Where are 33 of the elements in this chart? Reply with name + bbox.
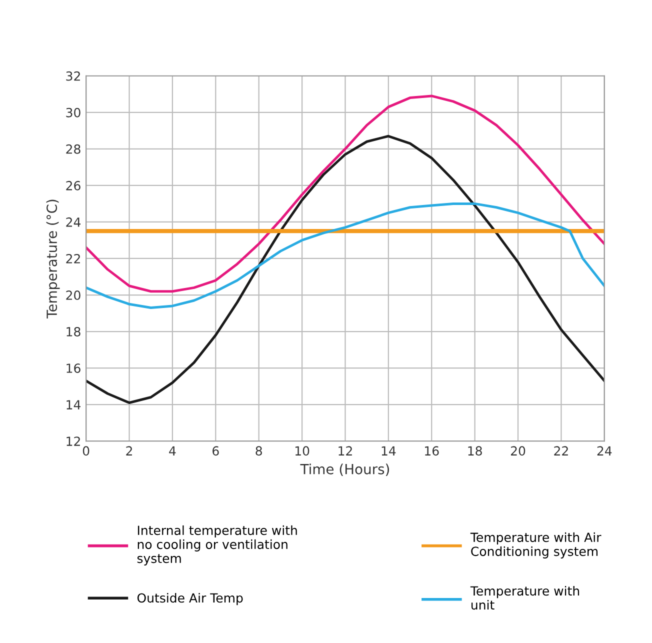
y-tick-label: 22 — [66, 254, 80, 264]
x-tick-label: 22 — [554, 446, 568, 456]
x-tick-label: 18 — [468, 446, 482, 456]
line-series — [86, 94, 604, 293]
y-tick-label: 18 — [66, 327, 80, 336]
legend-label: Temperature with unit — [470, 586, 580, 610]
y-tick-label: 12 — [66, 436, 80, 446]
legend-label: Internal temperature with no cooling or ventilation system — [137, 525, 297, 566]
x-tick-label: 14 — [382, 446, 396, 456]
x-axis-title: Time (Hours) — [300, 464, 390, 476]
x-tick-label: 20 — [510, 446, 526, 456]
x-tick-label: 2 — [126, 446, 132, 456]
legend-label: Temperature with Air Conditioning system — [470, 532, 602, 558]
y-tick-label: 26 — [66, 180, 80, 190]
x-tick-label: 8 — [256, 446, 262, 456]
x-tick-label: 0 — [82, 446, 90, 456]
line-series — [86, 134, 604, 404]
y-tick-label: 28 — [66, 144, 80, 154]
y-tick-label: 24 — [66, 217, 80, 227]
legend-label: Outside Air Temp — [137, 592, 243, 606]
y-tick-label: 32 — [66, 71, 80, 81]
y-tick-label: 16 — [66, 364, 80, 373]
y-tick-label: 14 — [66, 400, 80, 410]
x-tick-label: 10 — [295, 446, 310, 456]
y-axis-title: Temperature (°C) — [46, 200, 60, 318]
x-tick-label: 12 — [338, 446, 352, 456]
x-tick-label: 24 — [597, 446, 612, 456]
y-tick-label: 20 — [66, 290, 80, 300]
line-series — [86, 202, 604, 310]
x-tick-label: 6 — [212, 446, 219, 456]
x-tick-label: 16 — [425, 446, 439, 456]
y-tick-label: 30 — [66, 108, 80, 118]
x-tick-label: 4 — [169, 446, 176, 456]
